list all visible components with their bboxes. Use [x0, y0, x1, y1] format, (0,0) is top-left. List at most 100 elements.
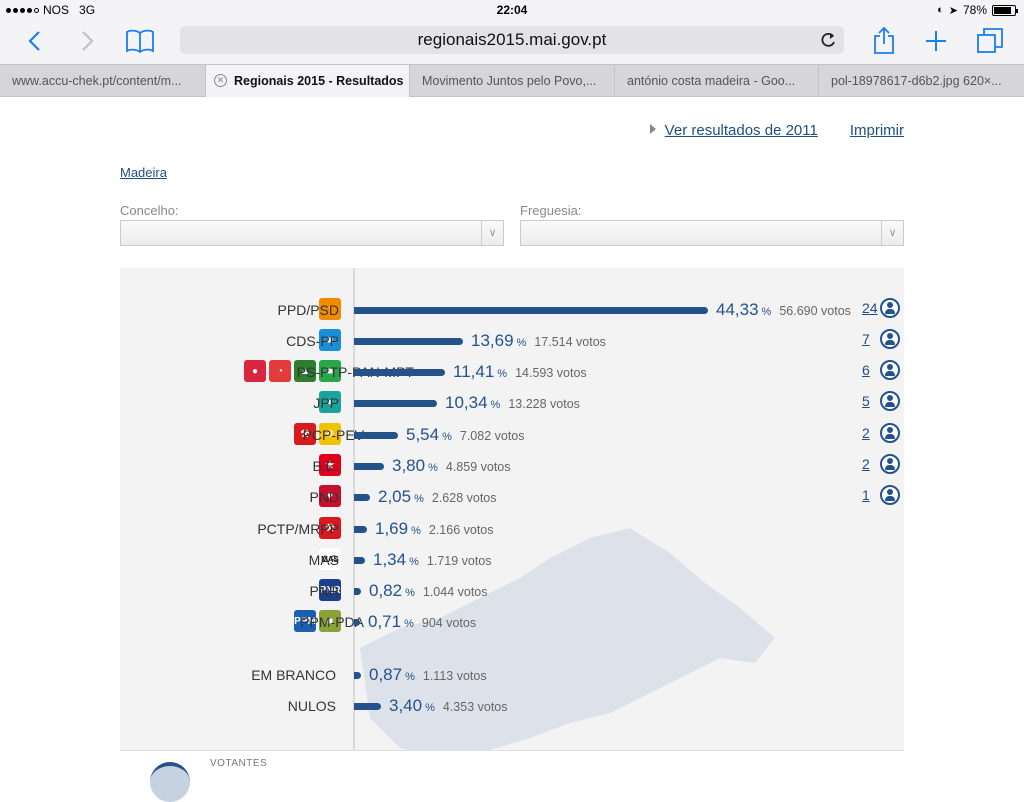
- battery-percent: 78%: [962, 3, 987, 17]
- result-percentage: 13,69% 17.514 votos: [471, 331, 606, 351]
- person-icon[interactable]: [880, 485, 900, 505]
- results-2011-link[interactable]: Ver resultados de 2011: [664, 122, 818, 139]
- party-logo-icon: PPM: [294, 610, 316, 632]
- result-row: ★ B.E. 3,80% 4.859 votos 2: [120, 453, 904, 481]
- lock-rotation-icon: ◐: [937, 4, 944, 16]
- votantes-pie: [150, 762, 190, 802]
- party-name: PNR: [309, 583, 339, 599]
- party-name: B.E.: [312, 458, 339, 474]
- party-logo-icon: ■: [319, 329, 341, 351]
- back-button[interactable]: [16, 24, 52, 58]
- party-logos: ↑: [319, 298, 341, 320]
- party-logos: ⚒ ☀: [294, 423, 341, 445]
- result-row: ♥ PND 2,05% 2.628 votos 1: [120, 484, 904, 512]
- new-tab-button[interactable]: [918, 24, 954, 58]
- seats-link[interactable]: 7: [862, 331, 870, 347]
- result-row: PPM ■ PPM-PDA 0,71% 904 votos: [120, 609, 904, 637]
- result-row: ⚒ ☀ PCP-PEV 5,54% 7.082 votos 2: [120, 422, 904, 450]
- person-icon[interactable]: [880, 423, 900, 443]
- result-bar: [354, 526, 367, 533]
- vote-count: 56.690 votos: [779, 304, 851, 318]
- seats-link[interactable]: 2: [862, 456, 870, 472]
- party-logo-icon: ★: [319, 454, 341, 476]
- freguesia-select[interactable]: ∨: [520, 220, 904, 246]
- breadcrumb-madeira[interactable]: Madeira: [120, 165, 167, 180]
- close-icon[interactable]: ✕: [214, 74, 227, 87]
- tab-image[interactable]: pol-18978617-d6b2.jpg 620×...: [831, 74, 1002, 88]
- party-logo-icon: ●: [319, 391, 341, 413]
- result-bar: [354, 463, 384, 470]
- percent-sign: %: [490, 399, 501, 411]
- result-bar: [354, 400, 437, 407]
- party-logos: PNR: [319, 579, 341, 601]
- person-icon[interactable]: [880, 298, 900, 318]
- percentage-value: 0,82: [369, 581, 403, 600]
- carrier-info: NOS 3G: [6, 3, 95, 17]
- result-row: PNR PNR 0,82% 1.044 votos: [120, 578, 904, 606]
- reload-icon[interactable]: [818, 30, 838, 50]
- party-logo-icon: ●: [244, 360, 266, 382]
- result-percentage: 5,54% 7.082 votos: [406, 425, 525, 445]
- address-bar[interactable]: regionais2015.mai.gov.pt: [180, 26, 844, 54]
- vote-count: 1.044 votos: [422, 585, 488, 599]
- party-logos: ●: [319, 391, 341, 413]
- result-percentage: 3,40% 4.353 votos: [389, 696, 508, 716]
- vote-count: 17.514 votos: [534, 335, 606, 349]
- network-type: 3G: [79, 3, 96, 17]
- forward-button[interactable]: [70, 24, 106, 58]
- party-logo-icon: ⚒: [294, 423, 316, 445]
- vote-count: 904 votos: [421, 616, 477, 630]
- tab-google-search[interactable]: antónio costa madeira - Goo...: [615, 65, 819, 97]
- person-icon[interactable]: [880, 454, 900, 474]
- tab-regionais[interactable]: ✕ Regionais 2015 - Resultados: [206, 65, 410, 97]
- party-name: EM BRANCO: [251, 667, 336, 683]
- party-logo-icon: ▲: [294, 360, 316, 382]
- result-percentage: 0,87% 1.113 votos: [369, 665, 487, 685]
- party-name: PND: [309, 489, 339, 505]
- seats-link[interactable]: 1: [862, 487, 870, 503]
- concelho-label: Concelho:: [120, 203, 179, 218]
- party-logo-icon: ♥: [319, 485, 341, 507]
- party-logo-icon: MAS: [319, 548, 341, 570]
- person-icon[interactable]: [880, 391, 900, 411]
- result-percentage: 2,05% 2.628 votos: [378, 487, 497, 507]
- result-bar: [354, 432, 398, 439]
- percent-sign: %: [516, 337, 527, 349]
- tab-regionais-label: Regionais 2015 - Resultados: [234, 74, 404, 88]
- person-icon[interactable]: [880, 329, 900, 349]
- party-logo-icon: ■: [319, 360, 341, 382]
- tabs-overview-button[interactable]: [972, 24, 1008, 58]
- party-name: MAS: [308, 552, 339, 568]
- result-percentage: 44,33% 56.690 votos: [716, 300, 851, 320]
- result-row: ↑ PPD/PSD 44,33% 56.690 votos 24: [120, 297, 904, 325]
- percent-sign: %: [404, 618, 414, 630]
- party-name: PPD/PSD: [277, 302, 339, 318]
- party-logos: ⚒: [319, 517, 341, 539]
- party-logos: MAS: [319, 548, 341, 570]
- party-name: PCP-PEV: [302, 427, 364, 443]
- vote-count: 2.166 votos: [428, 523, 494, 537]
- result-row: ⚒ PCTP/MRPP 1,69% 2.166 votos: [120, 516, 904, 544]
- vote-count: 4.353 votos: [442, 700, 508, 714]
- party-logos: ♥: [319, 485, 341, 507]
- tab-movimento[interactable]: Movimento Juntos pelo Povo,...: [410, 65, 615, 97]
- concelho-select[interactable]: ∨: [120, 220, 504, 246]
- tab-accu-chek[interactable]: www.accu-chek.pt/content/m...: [0, 65, 206, 97]
- tabs-icon: [977, 28, 1003, 53]
- percentage-value: 1,34: [373, 550, 407, 569]
- seats-link[interactable]: 24: [862, 300, 878, 316]
- percent-sign: %: [442, 431, 452, 443]
- person-icon[interactable]: [880, 360, 900, 380]
- seats-link[interactable]: 5: [862, 393, 870, 409]
- vote-count: 13.228 votos: [508, 397, 580, 411]
- seats-link[interactable]: 6: [862, 362, 870, 378]
- bookmarks-button[interactable]: [122, 24, 158, 58]
- percent-sign: %: [414, 493, 424, 505]
- print-link[interactable]: Imprimir: [849, 122, 904, 139]
- result-percentage: 0,71% 904 votos: [368, 612, 476, 632]
- share-button[interactable]: [866, 24, 902, 58]
- seats-link[interactable]: 2: [862, 425, 870, 441]
- result-bar: [354, 703, 381, 710]
- status-bar: NOS 3G 22:04 ◐ ➤ 78%: [0, 0, 1024, 20]
